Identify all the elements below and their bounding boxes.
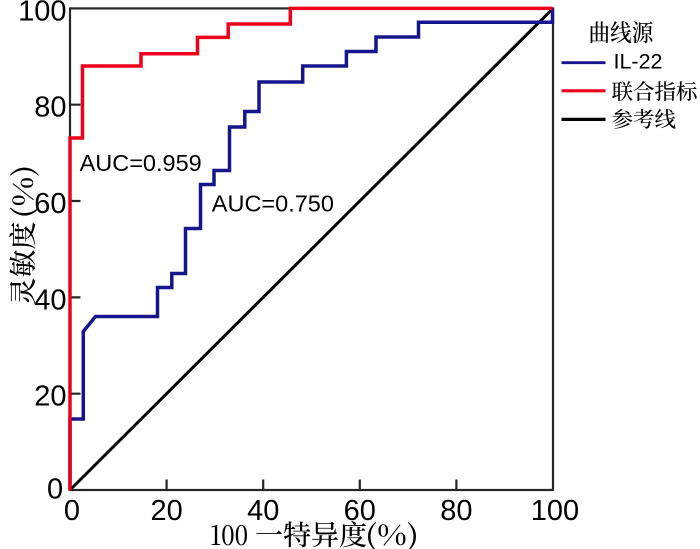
svg-text:IL-22: IL-22	[614, 49, 663, 73]
svg-text:0: 0	[64, 495, 80, 527]
svg-text:100: 100	[18, 0, 66, 27]
svg-text:80: 80	[440, 495, 472, 527]
svg-text:20: 20	[150, 495, 182, 527]
svg-text:40: 40	[247, 495, 279, 527]
svg-text:20: 20	[34, 381, 66, 413]
svg-text:0: 0	[47, 474, 63, 506]
svg-text:60: 60	[344, 495, 376, 527]
svg-text:60: 60	[34, 188, 66, 220]
svg-text:AUC=0.750: AUC=0.750	[212, 190, 334, 216]
svg-text:40: 40	[34, 284, 66, 316]
svg-text:80: 80	[34, 92, 66, 124]
svg-text:100: 100	[531, 495, 579, 527]
svg-text:AUC=0.959: AUC=0.959	[80, 150, 202, 176]
